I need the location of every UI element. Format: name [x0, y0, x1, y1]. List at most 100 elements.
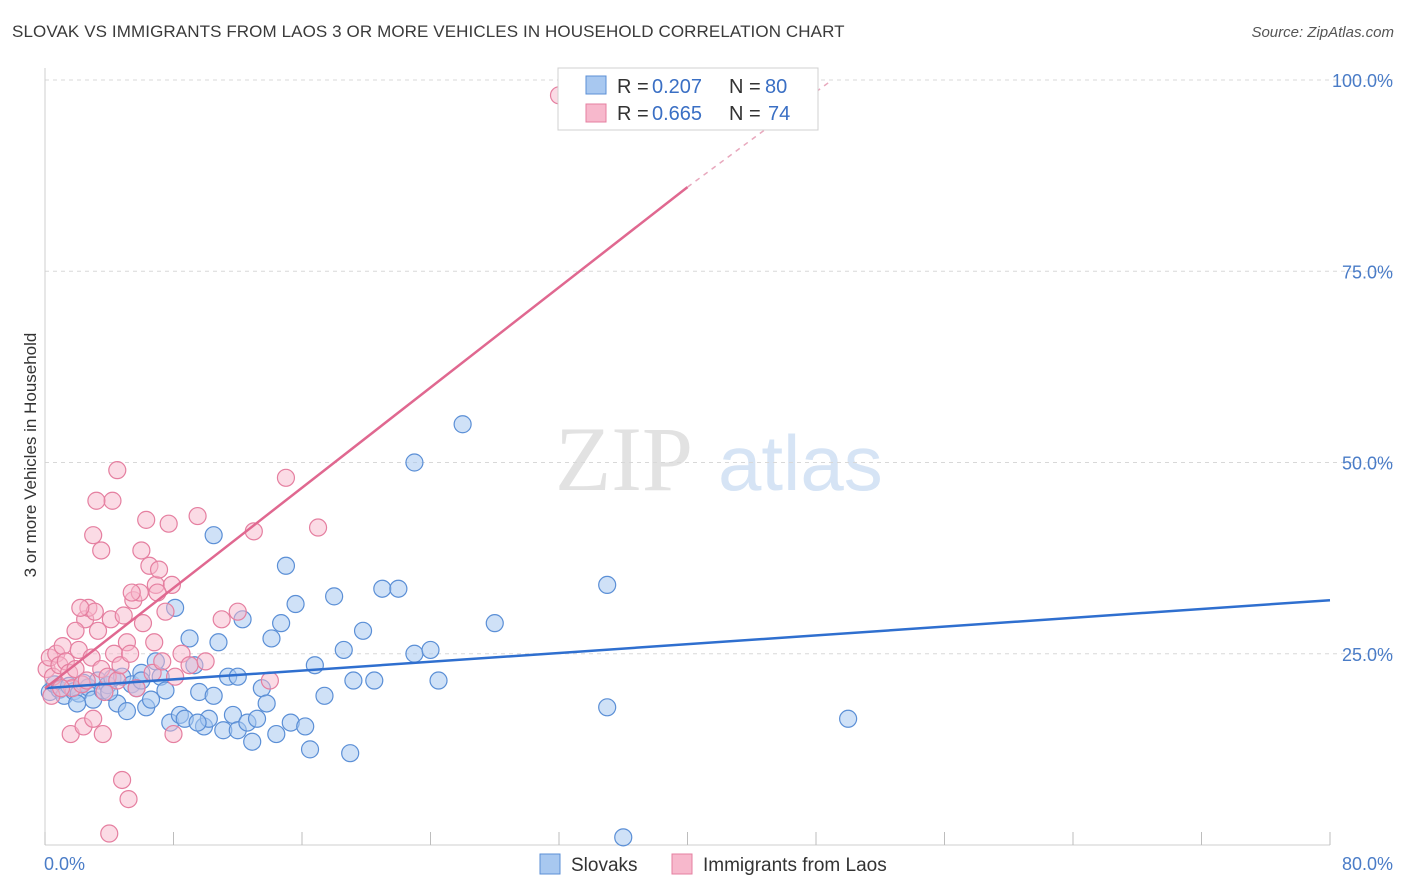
data-point-slovak [228, 667, 247, 686]
watermark-zip: ZIP [555, 408, 693, 510]
legend-swatch-slovak [585, 75, 607, 95]
data-point-slovak [344, 671, 363, 690]
data-point-slovak [68, 694, 87, 713]
data-point-laos [121, 644, 140, 663]
y-tick-label: 75.0% [1342, 262, 1393, 282]
watermark: ZIP atlas [555, 408, 883, 510]
data-point-laos [308, 518, 328, 537]
data-point-slovak [156, 681, 175, 700]
data-point-slovak [141, 690, 161, 709]
data-point-slovak [373, 579, 392, 598]
data-point-slovak [272, 614, 291, 633]
data-point-laos [66, 621, 85, 640]
data-point-slovak [276, 556, 296, 575]
data-point-laos [260, 671, 279, 690]
data-point-laos [132, 541, 151, 560]
legend-n-label-slovak: N = [729, 76, 761, 98]
data-point-slovak [334, 640, 353, 660]
legend-swatch-laos [585, 103, 607, 123]
data-point-slovak [325, 587, 344, 606]
data-point-laos [153, 652, 172, 671]
data-point-laos [53, 636, 72, 656]
data-point-slovak [117, 702, 137, 721]
data-point-slovak [188, 713, 207, 732]
data-point-laos [212, 610, 231, 629]
data-point-slovak [421, 640, 440, 660]
data-point-laos [84, 709, 103, 728]
axes: 0.0% 80.0% [44, 68, 1393, 874]
data-point-laos [66, 659, 85, 679]
data-point-laos [180, 656, 199, 675]
data-point-laos [93, 724, 112, 744]
data-point-laos [114, 606, 133, 625]
gridlines: 100.0% 75.0% 50.0% 25.0% [45, 71, 1395, 665]
legend-r-value-laos: 0.665 [652, 103, 702, 125]
data-point-laos [108, 461, 127, 480]
legend-r-label-laos: R = [617, 103, 649, 125]
data-point-laos [196, 652, 215, 671]
y-tick-label: 100.0% [1332, 71, 1393, 91]
trend-line-slovak [44, 598, 1331, 690]
data-point-laos [166, 667, 185, 686]
data-point-slovak [257, 694, 276, 713]
data-point-laos [127, 679, 146, 698]
x-tick-label: 80.0% [1342, 854, 1393, 874]
legend-n-label-laos: N = [729, 103, 761, 125]
bottom-legend-label-laos: Immigrants from Laos [703, 855, 887, 876]
y-tick-label: 25.0% [1342, 645, 1393, 665]
data-point-slovak [341, 744, 360, 763]
legend-r-label-slovak: R = [617, 76, 649, 98]
data-point-slovak [209, 633, 228, 652]
data-point-slovak [405, 644, 424, 663]
data-point-slovak [614, 828, 633, 847]
legend-r-value-slovak: 0.207 [652, 76, 702, 98]
data-point-slovak [429, 671, 448, 690]
data-point-laos [148, 583, 167, 602]
trend-lines [44, 79, 1331, 690]
data-point-laos [133, 614, 153, 633]
legend-n-value-laos: 74 [768, 103, 790, 125]
bottom-legend-swatch-laos [671, 853, 693, 875]
data-point-laos [84, 526, 103, 545]
data-point-slovak [204, 526, 223, 545]
data-point-slovak [389, 579, 408, 598]
data-point-laos [188, 506, 207, 526]
x-tick-label: 0.0% [44, 854, 85, 874]
data-point-laos [103, 491, 122, 510]
data-point-laos [119, 789, 138, 809]
data-point-laos [276, 468, 296, 487]
bottom-legend: Slovaks Immigrants from Laos [539, 853, 887, 876]
data-point-slovak [365, 671, 384, 690]
data-point-laos [162, 575, 181, 595]
data-point-laos [87, 491, 106, 510]
source-credit: Source: ZipAtlas.com [1251, 24, 1394, 41]
data-point-slovak [300, 740, 320, 759]
data-point-slovak [296, 717, 315, 736]
data-point-slovak [353, 621, 373, 640]
data-point-laos [156, 602, 175, 621]
data-point-slovak [267, 724, 286, 744]
data-point-laos [100, 824, 119, 843]
data-point-slovak [453, 415, 472, 434]
data-point-slovak [243, 732, 262, 751]
data-point-slovak [598, 698, 617, 717]
data-point-slovak [180, 629, 199, 648]
data-point-laos [122, 583, 141, 602]
data-point-slovak [405, 453, 424, 472]
data-point-slovak [598, 575, 617, 595]
chart-title: SLOVAK VS IMMIGRANTS FROM LAOS 3 OR MORE… [12, 22, 845, 41]
data-point-laos [228, 602, 247, 621]
legend-n-value-slovak: 80 [765, 76, 787, 98]
bottom-legend-label-slovak: Slovaks [571, 855, 638, 876]
data-point-laos [149, 560, 169, 579]
data-point-slovak [286, 594, 305, 614]
slovak-points [40, 415, 858, 847]
data-point-slovak [262, 629, 281, 648]
data-point-laos [71, 598, 90, 617]
data-point-laos [145, 633, 164, 652]
data-point-laos [92, 541, 111, 560]
data-point-laos [88, 621, 108, 640]
top-legend: R = 0.207 N = 80 R = 0.665 N = 74 [557, 67, 819, 131]
y-axis-label: 3 or more Vehicles in Household [21, 333, 40, 578]
